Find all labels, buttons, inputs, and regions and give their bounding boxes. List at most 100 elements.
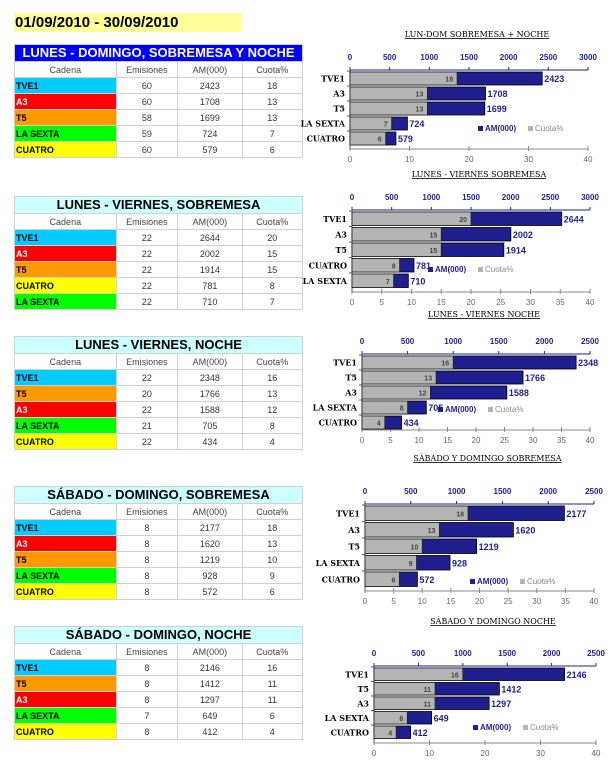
cuota-bar bbox=[364, 555, 417, 571]
bar-chart: LUNES - VIERNES SOBREMESA 0 500 1000 1500 200… bbox=[300, 168, 612, 310]
am-cell: 1297 bbox=[177, 691, 243, 708]
bottom-tick-label: 25 bbox=[500, 436, 509, 445]
emisiones-cell: 21 bbox=[115, 417, 179, 434]
table-row: CUATRO 22 434 4 bbox=[14, 433, 304, 450]
top-tick-label: 2500 bbox=[587, 649, 605, 658]
legend-cuota-label: Cuota% bbox=[495, 405, 523, 414]
am-data-label: 1708 bbox=[488, 89, 508, 99]
emisiones-cell: 8 bbox=[115, 583, 179, 600]
bar-chart: LUN-DOM SOBREMESA + NOCHE 0 500 1000 1500 200… bbox=[300, 28, 612, 167]
cuota-data-label: 15 bbox=[429, 232, 437, 239]
emisiones-cell: 22 bbox=[115, 261, 179, 278]
cuota-cell: 13 bbox=[241, 109, 304, 126]
cuota-bar bbox=[351, 211, 472, 226]
table-row: A3 8 1297 11 bbox=[14, 691, 304, 708]
emisiones-cell: 22 bbox=[115, 433, 179, 450]
category-label: CUATRO bbox=[309, 260, 347, 270]
cuota-cell: 7 bbox=[241, 125, 304, 142]
legend-cuota-swatch bbox=[478, 267, 483, 272]
cuota-data-label: 20 bbox=[459, 217, 467, 224]
cuota-bar bbox=[373, 711, 408, 725]
chart-legend: AM(000) Cuota% bbox=[473, 723, 558, 732]
am-data-label: 1412 bbox=[501, 684, 521, 694]
cuota-data-label: 6 bbox=[391, 577, 395, 584]
bottom-tick-label: 20 bbox=[472, 436, 481, 445]
top-tick-label: 2000 bbox=[539, 487, 557, 496]
bar-chart: SÁBADO Y DOMINGO NOCHE 0 500 1000 1500 2000 25… bbox=[300, 615, 612, 761]
emisiones-cell: 8 bbox=[115, 675, 179, 692]
top-tick-label: 2000 bbox=[536, 337, 554, 346]
top-tick-label: 1500 bbox=[460, 53, 478, 62]
top-tick-label: 0 bbox=[350, 193, 355, 202]
cuota-cell: 11 bbox=[241, 691, 304, 708]
emisiones-cell: 8 bbox=[115, 551, 179, 568]
legend-am-swatch bbox=[438, 407, 443, 412]
column-header: Cadena bbox=[14, 643, 117, 660]
chart-title: LUNES - VIERNES NOCHE bbox=[428, 310, 540, 319]
cuota-cell: 13 bbox=[241, 93, 304, 110]
cuota-bar bbox=[361, 400, 408, 415]
top-tick-label: 1500 bbox=[490, 337, 508, 346]
audience-table: LUNES - VIERNES, NOCHE Cadena Emisiones AM(… bbox=[14, 336, 304, 450]
am-data-label: 1219 bbox=[479, 542, 499, 552]
cuota-bar bbox=[349, 71, 458, 86]
channel-cell: TVE1 bbox=[14, 369, 117, 386]
am-data-label: 1699 bbox=[487, 104, 507, 114]
bottom-tick-label: 25 bbox=[496, 298, 505, 307]
category-label: T5 bbox=[345, 373, 357, 383]
am-data-label: 1914 bbox=[506, 245, 526, 255]
chart-title: SÁBADO Y DOMINGO NOCHE bbox=[430, 617, 556, 626]
legend-am-label: AM(000) bbox=[445, 405, 476, 414]
table-header-row: Cadena Emisiones AM(000) Cuota% bbox=[14, 213, 304, 230]
cuota-cell: 6 bbox=[241, 707, 304, 724]
category-label: A3 bbox=[356, 698, 369, 708]
bottom-tick-label: 30 bbox=[529, 436, 538, 445]
top-tick-label: 1000 bbox=[444, 337, 462, 346]
column-header: Emisiones bbox=[115, 61, 179, 78]
emisiones-cell: 22 bbox=[115, 229, 179, 246]
am-data-label: 928 bbox=[452, 558, 467, 568]
channel-cell: CUATRO bbox=[14, 277, 117, 294]
table-header-row: Cadena Emisiones AM(000) Cuota% bbox=[14, 61, 304, 78]
am-data-label: 2348 bbox=[578, 358, 598, 368]
column-header: AM(000) bbox=[177, 503, 243, 520]
column-header: Cuota% bbox=[241, 643, 304, 660]
top-tick-label: 500 bbox=[385, 193, 399, 202]
table-header-row: Cadena Emisiones AM(000) Cuota% bbox=[14, 643, 304, 660]
column-header: AM(000) bbox=[177, 213, 243, 230]
column-header: AM(000) bbox=[177, 353, 243, 370]
column-header: Emisiones bbox=[115, 643, 179, 660]
category-label: T5 bbox=[335, 245, 347, 255]
column-header: Cadena bbox=[14, 61, 117, 78]
am-cell: 1620 bbox=[177, 535, 243, 552]
bar-chart: SÁBADO Y DOMINGO SOBREMESA 0 500 1000 1500 20… bbox=[300, 452, 612, 609]
chart-legend: AM(000) Cuota% bbox=[428, 265, 513, 274]
channel-cell: CUATRO bbox=[14, 583, 117, 600]
emisiones-cell: 8 bbox=[115, 723, 179, 740]
top-tick-label: 500 bbox=[383, 53, 397, 62]
cuota-data-label: 7 bbox=[386, 279, 390, 286]
top-tick-label: 500 bbox=[412, 649, 426, 658]
chart-title: LUN-DOM SOBREMESA + NOCHE bbox=[405, 30, 550, 39]
cuota-cell: 15 bbox=[241, 261, 304, 278]
am-data-label: 434 bbox=[404, 418, 419, 428]
channel-cell: TVE1 bbox=[14, 659, 117, 676]
cuota-data-label: 4 bbox=[377, 421, 381, 428]
bottom-tick-label: 15 bbox=[446, 597, 455, 606]
am-cell: 1766 bbox=[177, 385, 243, 402]
table-row: TVE1 22 2348 16 bbox=[14, 369, 304, 386]
cuota-cell: 9 bbox=[241, 567, 304, 584]
table-row: CUATRO 22 781 8 bbox=[14, 277, 304, 294]
am-data-label: 781 bbox=[416, 261, 431, 271]
bottom-tick-label: 15 bbox=[443, 436, 452, 445]
category-label: A3 bbox=[334, 229, 347, 239]
bottom-tick-label: 15 bbox=[437, 298, 446, 307]
chart-title: LUNES - VIERNES SOBREMESA bbox=[412, 170, 547, 179]
am-cell: 1219 bbox=[177, 551, 243, 568]
am-cell: 434 bbox=[177, 433, 243, 450]
category-label: A3 bbox=[332, 89, 345, 99]
legend-am-label: AM(000) bbox=[485, 124, 516, 133]
emisiones-cell: 8 bbox=[115, 519, 179, 536]
top-tick-label: 3000 bbox=[581, 193, 599, 202]
bottom-tick-label: 30 bbox=[532, 597, 541, 606]
